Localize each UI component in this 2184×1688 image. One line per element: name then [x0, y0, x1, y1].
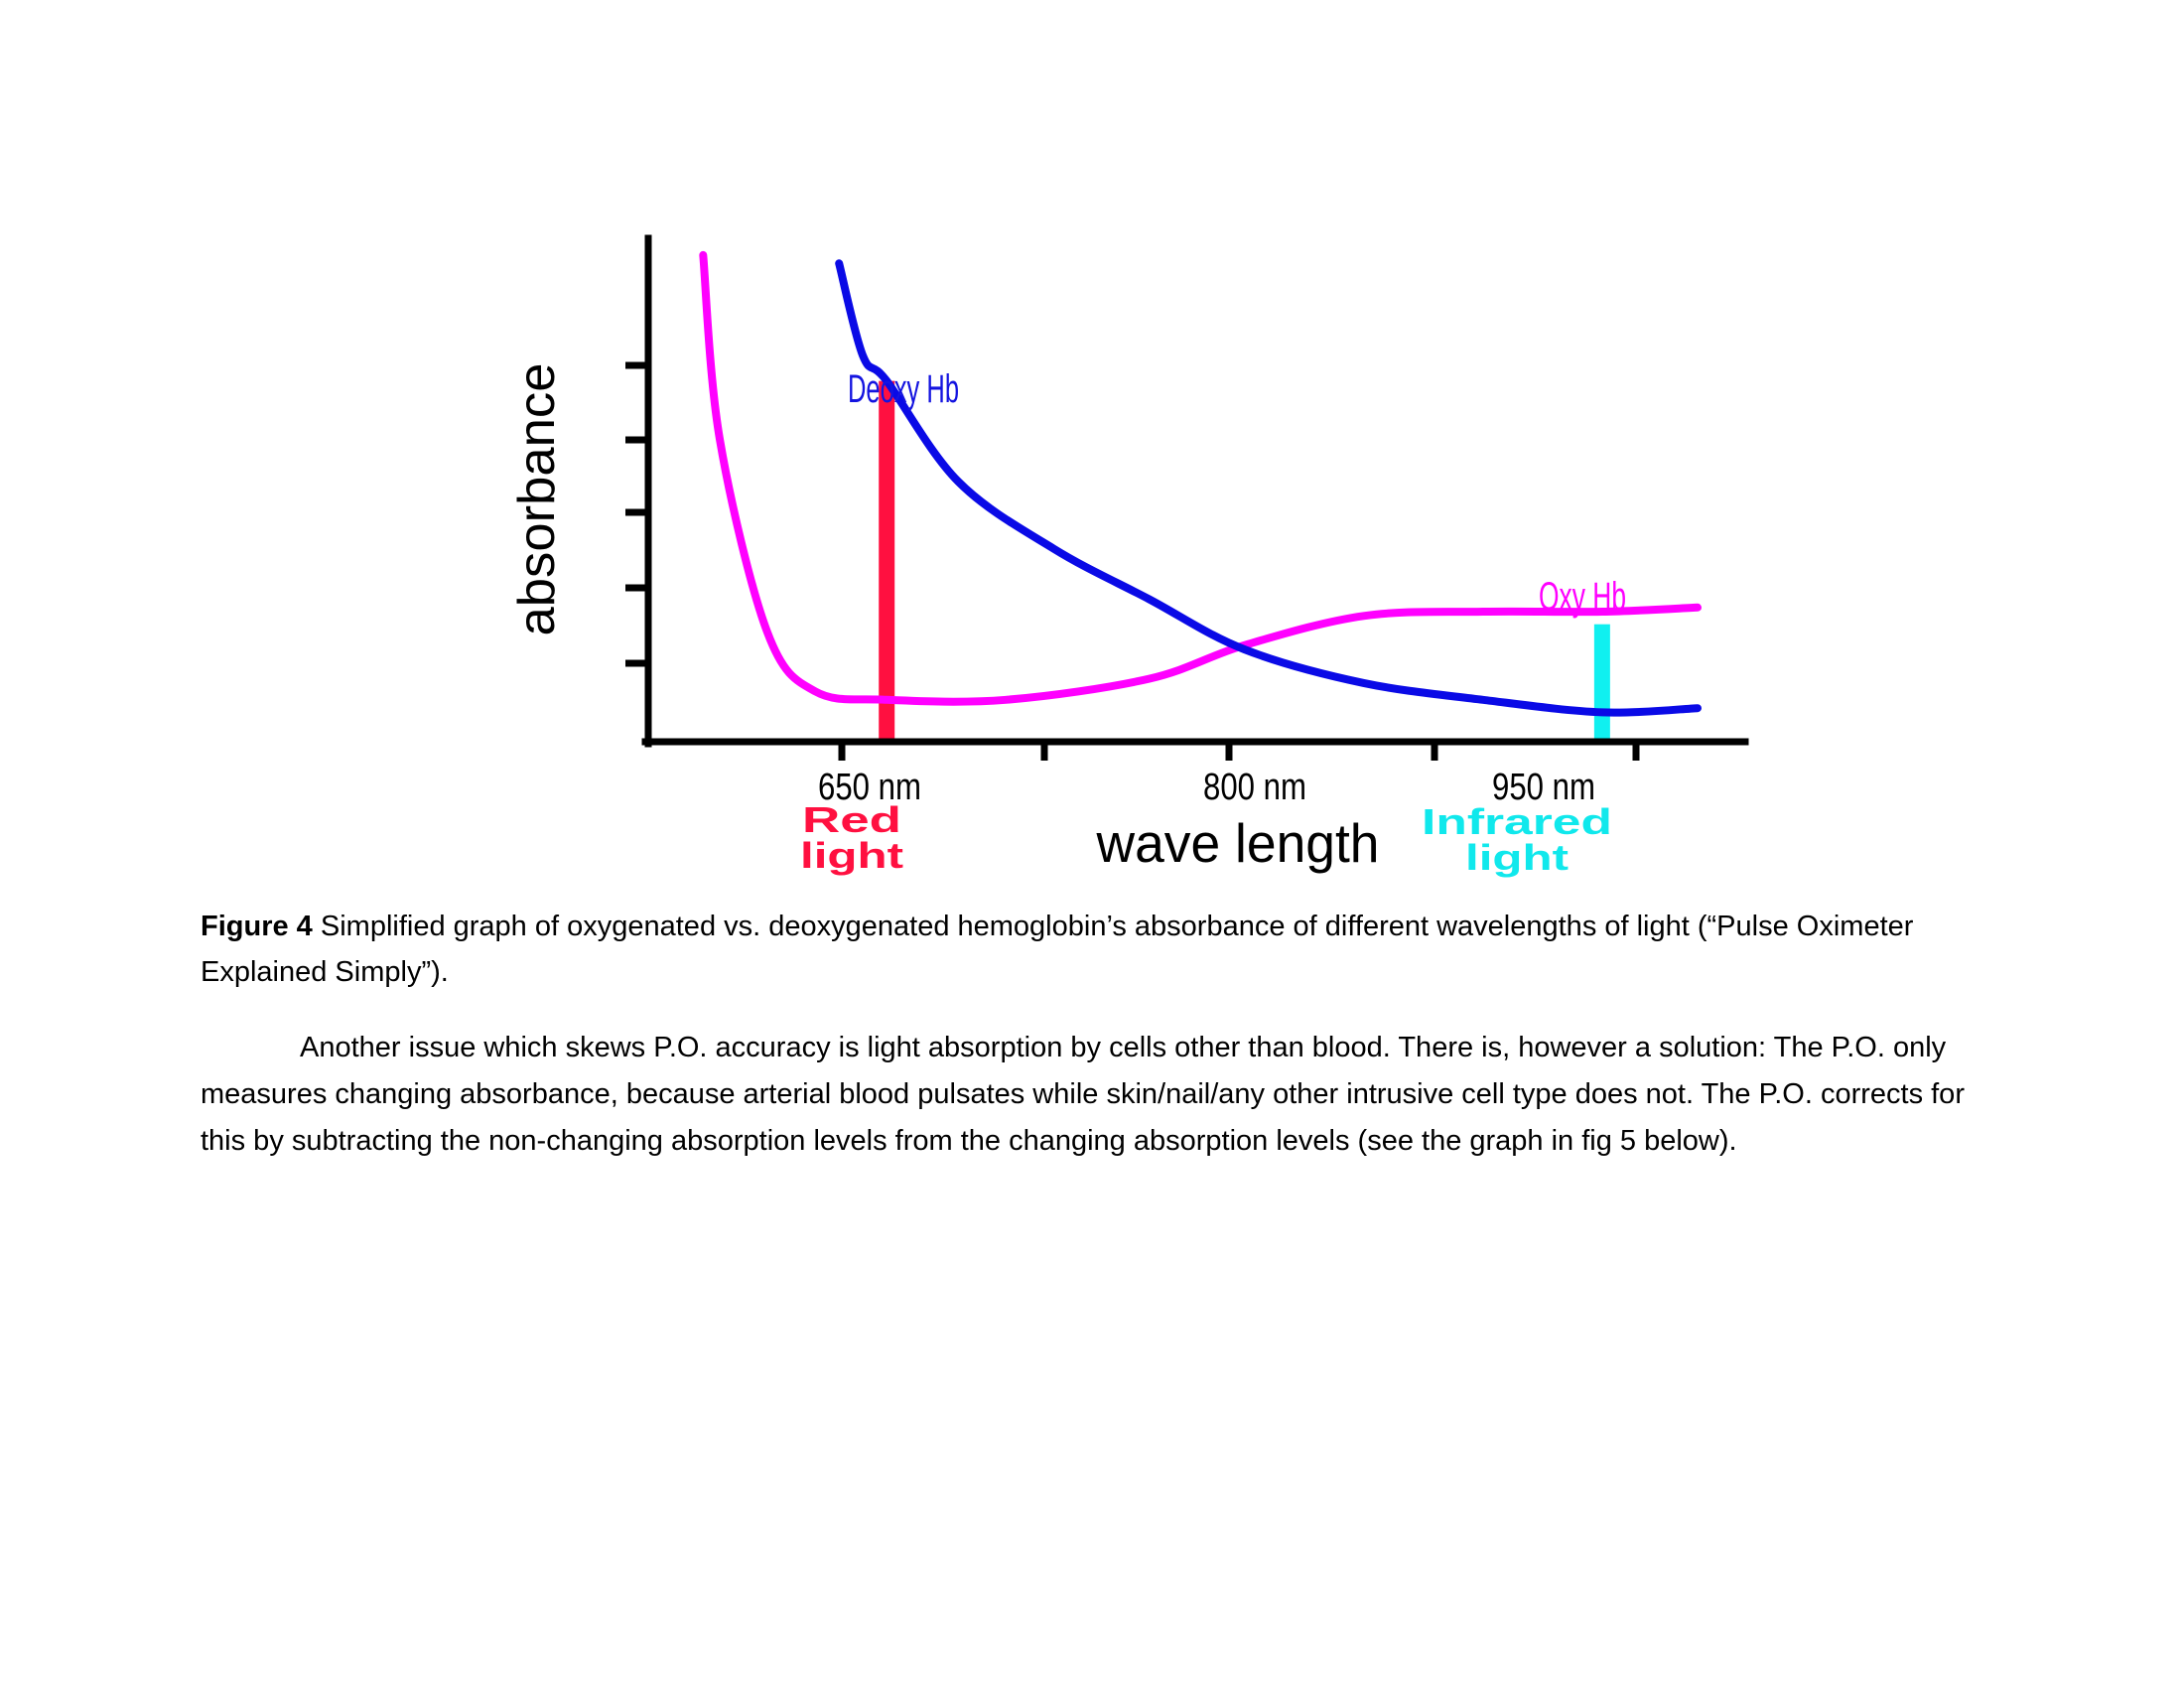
red-light-label-2: light	[800, 835, 903, 876]
body-paragraph: Another issue which skews P.O. accuracy …	[201, 1032, 1965, 1157]
oxy-hb-curve	[699, 250, 1702, 706]
figure-caption-text: Simplified graph of oxygenated vs. deoxy…	[201, 911, 1914, 988]
tick-label-950: 950 nm	[1492, 767, 1595, 808]
red-light-label: Red	[802, 799, 901, 840]
x-axis-title: wave length	[1096, 812, 1380, 874]
oxy-hb-label: Oxy Hb	[1539, 575, 1626, 619]
deoxy-hb-curve	[835, 259, 1702, 717]
figure-caption: Figure 4 Simplified graph of oxygenated …	[201, 904, 1987, 995]
tick-label-650: 650 nm	[818, 767, 921, 808]
y-axis-title: absorbance	[508, 363, 566, 636]
infrared-light-label: Infrared	[1422, 801, 1612, 842]
infrared-light-label-2: light	[1465, 837, 1569, 878]
deoxy-hb-label: Deoxy Hb	[848, 367, 959, 411]
x-ticks	[838, 742, 1640, 761]
red-light-band	[879, 380, 895, 739]
figure-caption-label: Figure 4	[201, 911, 313, 942]
infrared-light-band	[1593, 624, 1610, 739]
absorbance-figure: 650 nm 800 nm 950 nm wave length absorba…	[508, 234, 1749, 878]
tick-label-800: 800 nm	[1203, 767, 1306, 808]
y-ticks	[625, 361, 648, 667]
